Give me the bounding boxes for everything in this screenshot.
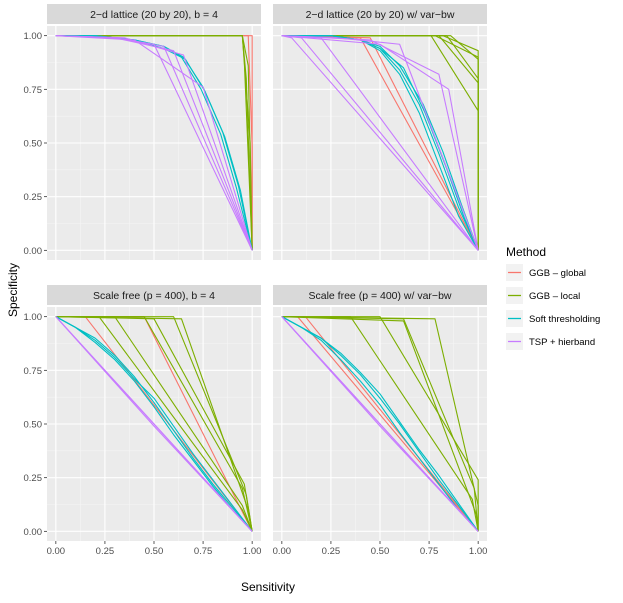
x-tick-label: 0.25 xyxy=(322,546,341,557)
x-tick-label: 0.25 xyxy=(96,546,115,557)
y-tick-label: 0.00 xyxy=(24,246,43,257)
x-tick-label: 0.50 xyxy=(145,546,164,557)
legend-label: GGB – global xyxy=(529,268,586,279)
facet-title: Scale free (p = 400), b = 4 xyxy=(93,290,215,302)
series-line xyxy=(281,35,479,251)
series-line xyxy=(55,316,253,532)
x-tick-label: 1.00 xyxy=(469,546,488,557)
x-tick-label: 1.00 xyxy=(243,546,262,557)
legend-label: Soft thresholding xyxy=(529,314,600,325)
y-tick-label: 0.25 xyxy=(24,473,43,484)
facet-title: 2−d lattice (20 by 20) w/ var−bw xyxy=(306,9,455,21)
series-line xyxy=(55,316,253,532)
y-axis-title: Specificity xyxy=(6,263,20,317)
y-tick-label: 0.50 xyxy=(24,420,43,431)
y-tick-label: 0.50 xyxy=(24,139,43,150)
facet-panel: 2−d lattice (20 by 20), b = 4 0.00 0.25 0.5… xyxy=(24,4,261,260)
series-line xyxy=(281,316,479,532)
series-line xyxy=(281,316,479,532)
x-axis-title: Sensitivity xyxy=(241,580,295,594)
series-line xyxy=(281,316,479,532)
series-line xyxy=(55,316,253,532)
facet-strip xyxy=(273,285,487,305)
y-tick-label: 0.25 xyxy=(24,192,43,203)
series-line xyxy=(55,35,253,251)
x-tick-label: 0.75 xyxy=(420,546,439,557)
series-line xyxy=(281,35,479,251)
series-line xyxy=(281,35,479,251)
series-line xyxy=(55,35,253,251)
facet-strip xyxy=(47,285,261,305)
series-line xyxy=(281,316,479,532)
facet-title: 2−d lattice (20 by 20), b = 4 xyxy=(90,9,218,21)
series-line xyxy=(281,316,479,532)
legend-label: GGB – local xyxy=(529,291,580,302)
series-line xyxy=(55,35,253,251)
x-tick-label: 0.50 xyxy=(371,546,390,557)
facet-strip xyxy=(273,4,487,24)
series-line xyxy=(55,316,253,532)
y-tick-label: 0.00 xyxy=(24,527,43,538)
series-line xyxy=(281,35,479,251)
series-line xyxy=(281,316,479,532)
x-tick-label: 0.00 xyxy=(273,546,292,557)
y-tick-label: 0.75 xyxy=(24,366,43,377)
facet-panel: Scale free (p = 400), b = 4 0.00 0.25 0.50 0… xyxy=(24,285,262,557)
x-tick-label: 0.75 xyxy=(194,546,213,557)
y-tick-label: 1.00 xyxy=(24,31,43,42)
facet-panel: 2−d lattice (20 by 20) w/ var−bw xyxy=(273,4,487,260)
legend: Method GGB – global GGB – local Soft thresh… xyxy=(506,245,600,350)
facet-panel: Scale free (p = 400) w/ var−bw 0.00 0.25 0.… xyxy=(273,285,488,557)
facet-title: Scale free (p = 400) w/ var−bw xyxy=(309,290,452,302)
series-line xyxy=(55,316,253,532)
x-tick-label: 0.00 xyxy=(47,546,66,557)
y-tick-label: 0.75 xyxy=(24,85,43,96)
legend-title: Method xyxy=(506,245,546,259)
legend-label: TSP + hierband xyxy=(529,337,595,348)
y-tick-label: 1.00 xyxy=(24,312,43,323)
facet-strip xyxy=(47,4,261,24)
series-line xyxy=(55,316,253,532)
